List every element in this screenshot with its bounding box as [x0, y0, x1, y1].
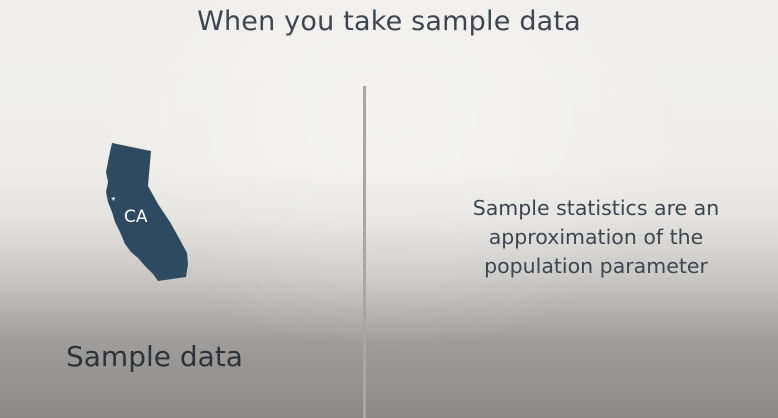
explanation-line: Sample statistics are an [472, 196, 720, 220]
california-state-icon [98, 140, 198, 285]
sample-data-caption: Sample data [66, 340, 243, 373]
slide-title: When you take sample data [197, 6, 581, 37]
vertical-divider [363, 86, 366, 418]
explanation-line: population parameter [484, 254, 708, 278]
explanation-text: Sample statistics are an approximation o… [446, 194, 746, 281]
california-shape [106, 143, 188, 281]
explanation-line: approximation of the [488, 225, 704, 249]
state-label: CA [124, 207, 148, 227]
